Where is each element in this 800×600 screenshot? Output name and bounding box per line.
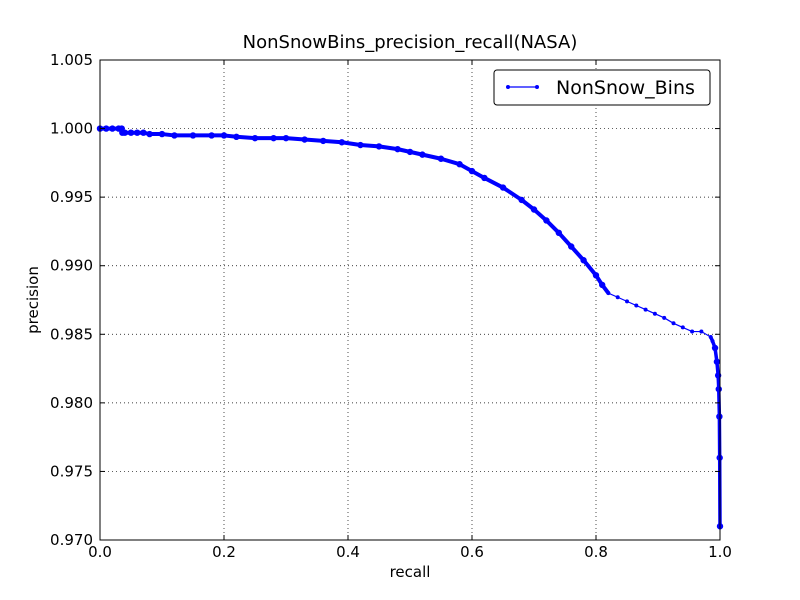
plot-frame <box>99 59 721 541</box>
data-point <box>680 325 685 330</box>
y-tick-label: 0.970 <box>50 531 93 549</box>
data-point <box>690 329 695 334</box>
x-tick-labels: 0.0 0.2 0.4 0.6 0.8 1.0 <box>88 543 732 561</box>
y-tick-label: 0.990 <box>50 257 93 275</box>
series-dense-segment <box>100 126 610 295</box>
chart-title: NonSnowBins_precision_recall(NASA) <box>243 32 578 53</box>
legend-marker <box>535 85 539 89</box>
x-tick-label: 0.6 <box>460 543 484 561</box>
y-tick-labels: 0.970 0.975 0.980 0.985 0.990 0.995 1.000 1.005 <box>50 51 93 549</box>
grid-lines <box>100 60 720 540</box>
legend-label: NonSnow_Bins <box>556 77 695 99</box>
y-axis-label: precision <box>24 266 42 334</box>
y-tick-label: 1.005 <box>50 51 93 69</box>
data-point <box>699 329 704 334</box>
y-tick-label: 0.975 <box>50 462 93 480</box>
x-tick-label: 0.0 <box>88 543 112 561</box>
y-tick-label: 0.980 <box>50 394 93 412</box>
y-tick-label: 0.985 <box>50 325 93 343</box>
x-tick-label: 1.0 <box>708 543 732 561</box>
legend: NonSnow_Bins <box>493 69 711 106</box>
data-point <box>662 315 667 320</box>
data-point <box>643 307 648 312</box>
legend-box <box>493 69 711 106</box>
y-tick-label: 0.995 <box>50 188 93 206</box>
x-tick-label: 0.8 <box>584 543 608 561</box>
y-tick-label: 1.000 <box>50 120 93 138</box>
x-tick-label: 0.4 <box>336 543 360 561</box>
tick-marks <box>99 59 721 541</box>
x-tick-label: 0.2 <box>212 543 236 561</box>
data-point <box>634 303 639 308</box>
data-point <box>625 299 629 304</box>
legend-marker <box>506 85 510 89</box>
x-axis-label: recall <box>390 563 431 581</box>
data-point <box>671 321 676 326</box>
data-point <box>652 311 657 316</box>
data-point <box>615 295 620 300</box>
